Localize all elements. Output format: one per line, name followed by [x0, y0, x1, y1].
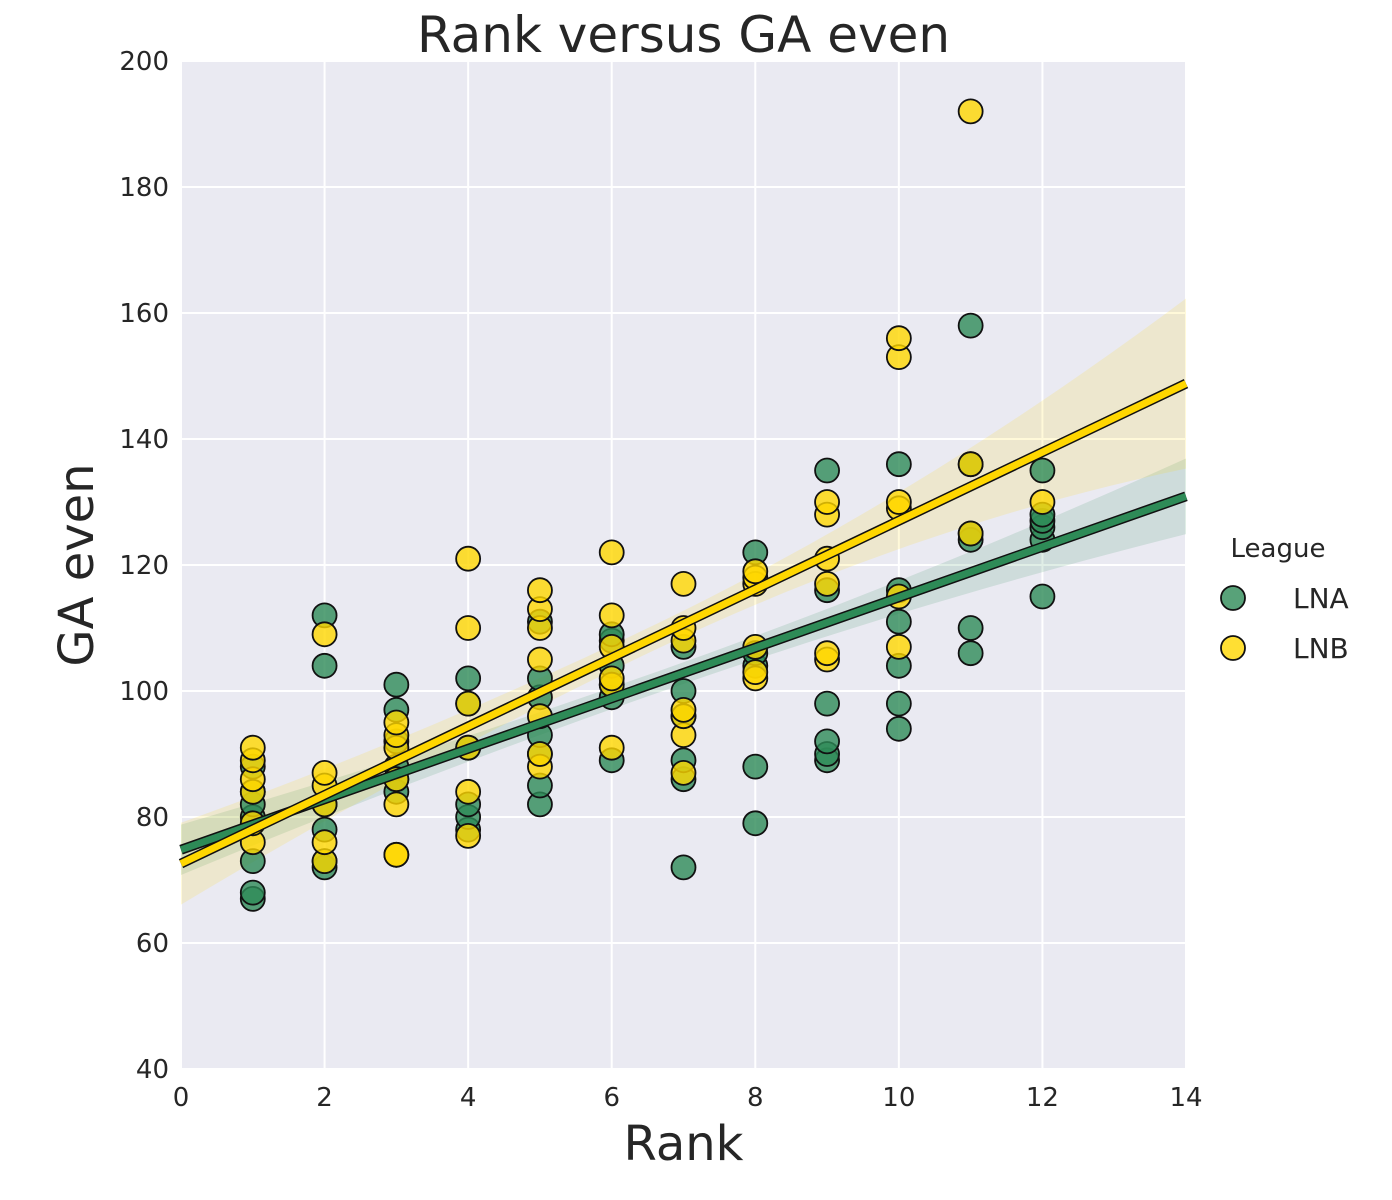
data-point — [885, 489, 912, 515]
x-tick-label: 6 — [603, 1083, 620, 1113]
data-point — [455, 690, 482, 717]
data-point — [814, 457, 840, 484]
data-point — [957, 451, 984, 478]
data-point — [455, 778, 482, 805]
regression-line-lnb — [179, 380, 1188, 867]
y-tick-label: 200 — [119, 47, 169, 77]
data-point — [527, 577, 553, 604]
y-tick-label: 100 — [119, 677, 169, 707]
data-point — [311, 621, 338, 648]
legend-marker — [1220, 585, 1246, 611]
data-point — [383, 791, 410, 818]
data-points — [239, 98, 1056, 912]
data-point — [814, 489, 840, 515]
confidence-band-lna — [181, 458, 1186, 875]
data-point — [670, 854, 697, 881]
x-tick-label: 12 — [1026, 1083, 1059, 1113]
x-tick-label: 8 — [747, 1083, 764, 1113]
data-point — [311, 829, 338, 856]
data-point — [527, 646, 553, 673]
data-point — [383, 671, 410, 698]
data-point — [742, 558, 769, 585]
chart-title: Rank versus GA even — [417, 6, 950, 64]
legend: League LNA LNB — [1220, 534, 1349, 665]
legend-label: LNA — [1293, 582, 1349, 615]
data-point — [670, 571, 697, 597]
legend-item-lnb: LNB — [1220, 632, 1349, 665]
data-point — [455, 823, 482, 849]
data-point — [885, 451, 912, 478]
data-point — [814, 571, 840, 597]
data-point — [598, 539, 625, 566]
legend-item-lna: LNA — [1220, 582, 1349, 615]
y-tick-label: 180 — [119, 173, 169, 203]
data-point — [957, 615, 984, 641]
x-tick-label: 2 — [316, 1083, 333, 1113]
data-point — [455, 545, 482, 572]
x-tick-labels: 0 2 4 6 8 10 12 14 — [173, 1083, 1203, 1113]
y-tick-label: 80 — [136, 803, 169, 833]
data-point — [598, 665, 625, 692]
data-point — [814, 728, 840, 755]
data-point — [957, 520, 984, 547]
x-tick-label: 14 — [1169, 1083, 1202, 1113]
x-tick-label: 4 — [460, 1083, 477, 1113]
y-tick-label: 40 — [136, 1055, 169, 1085]
data-point — [1029, 489, 1056, 515]
data-point — [311, 652, 338, 679]
data-point — [455, 665, 482, 692]
data-point — [527, 741, 553, 767]
data-point — [670, 760, 697, 786]
confidence-bands — [181, 298, 1186, 905]
x-axis-title: Rank — [624, 1116, 744, 1172]
y-tick-labels: 40 60 80 100 120 140 160 180 200 — [119, 47, 169, 1085]
data-point — [311, 760, 338, 786]
data-point — [383, 841, 410, 868]
data-point — [455, 615, 482, 641]
y-tick-label: 60 — [136, 929, 169, 959]
grid — [180, 60, 1187, 1070]
data-point — [885, 715, 912, 742]
data-point — [598, 734, 625, 761]
data-point — [742, 659, 769, 685]
y-tick-label: 120 — [119, 551, 169, 581]
x-tick-label: 10 — [882, 1083, 915, 1113]
y-tick-label: 140 — [119, 425, 169, 455]
data-point — [885, 325, 912, 352]
data-point — [957, 312, 984, 339]
legend-title: League — [1231, 534, 1326, 564]
data-point — [1029, 457, 1056, 484]
data-point — [742, 810, 769, 837]
x-tick-label: 0 — [173, 1083, 190, 1113]
legend-label: LNB — [1293, 632, 1349, 665]
data-point — [885, 608, 912, 635]
legend-marker — [1220, 635, 1246, 661]
data-point — [957, 640, 984, 667]
data-point — [885, 690, 912, 717]
data-point — [957, 98, 984, 125]
data-point — [239, 879, 266, 906]
data-point — [814, 690, 840, 717]
data-point — [1029, 583, 1056, 610]
regression-line-lna — [179, 493, 1188, 854]
confidence-band-lnb — [181, 298, 1186, 905]
data-point — [670, 697, 697, 723]
data-point — [814, 640, 840, 667]
data-point — [239, 734, 266, 761]
data-point — [383, 709, 410, 736]
data-point — [598, 602, 625, 629]
data-point — [885, 634, 912, 660]
regression-lines — [178, 379, 1189, 869]
y-tick-label: 160 — [119, 299, 169, 329]
y-axis-title: GA even — [49, 463, 105, 666]
data-point — [742, 753, 769, 780]
